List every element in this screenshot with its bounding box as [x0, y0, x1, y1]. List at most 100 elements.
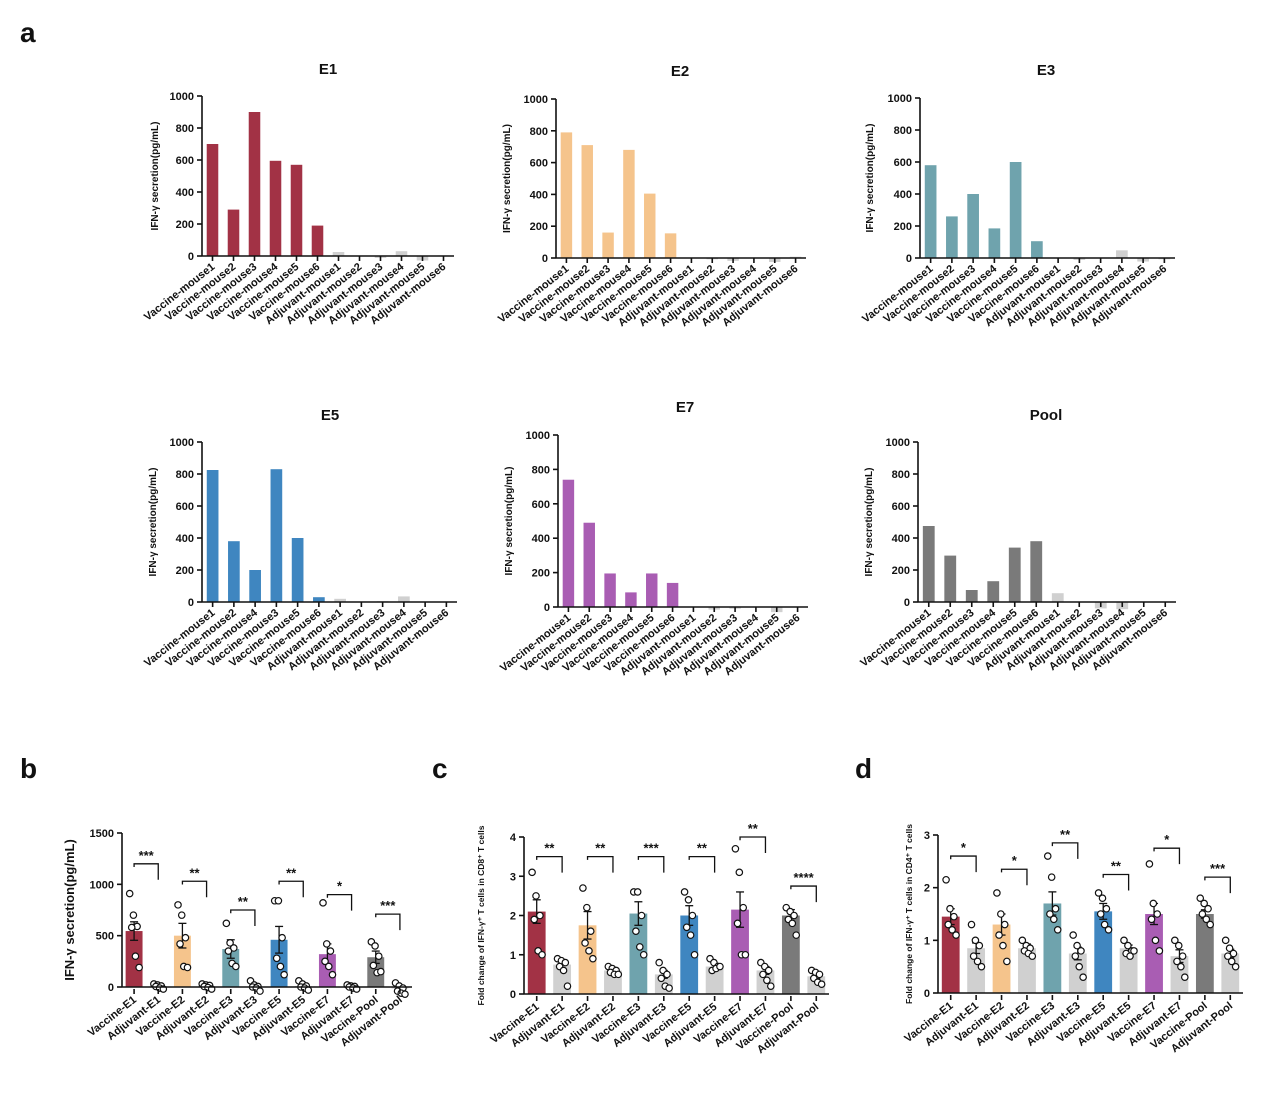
y-tick-label: 0	[188, 251, 194, 263]
bar	[1116, 250, 1128, 258]
y-tick-label: 600	[894, 157, 912, 169]
data-point	[682, 923, 691, 932]
bar	[398, 596, 410, 602]
y-tick-label: 800	[892, 469, 910, 481]
y-tick-label: 400	[530, 189, 548, 201]
bar	[1195, 914, 1214, 993]
data-point	[948, 925, 956, 934]
data-point	[1003, 957, 1011, 966]
data-point	[973, 957, 982, 966]
data-point	[739, 903, 748, 912]
data-point	[716, 962, 724, 971]
significance-bracket	[1000, 868, 1028, 886]
data-point	[817, 980, 826, 988]
bar	[988, 228, 1001, 258]
data-point	[583, 903, 591, 912]
y-tick-label: 4	[510, 832, 517, 844]
significance-label: **	[189, 865, 200, 880]
y-axis-label: Fold change of IFN-γ⁺ T cells in CD4⁺ T …	[904, 824, 914, 1004]
significance-bracket	[1153, 847, 1181, 865]
significance-bracket	[1204, 876, 1231, 894]
data-point	[1177, 962, 1185, 971]
y-tick-label: 400	[176, 533, 194, 545]
significance-bracket	[278, 880, 304, 898]
data-point	[977, 962, 986, 971]
data-point	[1120, 936, 1128, 945]
significance-bracket	[739, 836, 767, 853]
data-point	[589, 954, 597, 963]
bar	[291, 538, 304, 602]
significance-label: *	[1012, 853, 1018, 868]
data-point	[561, 958, 570, 967]
data-point	[1075, 962, 1084, 971]
y-tick-label: 800	[176, 123, 194, 135]
data-point	[276, 962, 285, 971]
data-point	[1151, 936, 1160, 945]
data-point	[174, 901, 182, 909]
significance-bracket	[950, 855, 977, 873]
significance-label: **	[238, 894, 249, 909]
bar	[334, 598, 346, 602]
data-point	[274, 896, 283, 905]
bar	[562, 479, 575, 607]
data-point	[942, 875, 950, 884]
chart-title: Pool	[1030, 407, 1063, 424]
data-point	[278, 933, 286, 942]
y-tick-label: 3	[924, 830, 930, 842]
chart-title: E1	[319, 61, 337, 78]
significance-bracket	[536, 855, 563, 873]
significance-bracket	[375, 913, 401, 931]
data-point	[536, 911, 544, 920]
significance-bracket	[1102, 873, 1130, 891]
data-point	[1221, 936, 1230, 945]
bar	[206, 470, 219, 602]
significance-bracket	[790, 885, 817, 903]
y-tick-label: 0	[542, 253, 548, 265]
bar	[227, 209, 240, 256]
significance-bracket	[230, 909, 256, 926]
data-point	[614, 970, 623, 979]
chart-pool: Pool IFN-γ secretion(pg/mL) 0 200 400 600 800 1…	[858, 407, 1176, 673]
data-point	[1149, 899, 1158, 908]
panel-label-c: c	[432, 753, 448, 784]
bar	[1051, 593, 1064, 602]
data-point	[1079, 973, 1087, 982]
data-point	[763, 976, 771, 985]
panel-label-a: a	[20, 17, 36, 48]
data-point	[280, 970, 288, 979]
significance-label: *	[961, 840, 967, 855]
bar	[206, 144, 219, 256]
data-point	[733, 919, 742, 928]
data-point	[1180, 973, 1189, 982]
y-tick-label: 600	[176, 501, 194, 513]
chart-title: E2	[671, 63, 689, 80]
y-axis-label: IFN-γ secretion(pg/mL)	[62, 839, 77, 981]
data-point	[1069, 931, 1077, 939]
data-point	[181, 933, 190, 942]
data-point	[1094, 889, 1103, 897]
significance-label: **	[697, 841, 708, 856]
bar	[1008, 547, 1021, 602]
significance-bracket	[326, 893, 353, 911]
data-point	[735, 868, 744, 877]
chart-title: E7	[676, 399, 694, 416]
data-point	[232, 962, 240, 971]
y-tick-label: 0	[544, 602, 550, 614]
y-tick-label: 200	[532, 568, 550, 580]
data-point	[532, 892, 540, 900]
bar	[1145, 914, 1163, 993]
significance-label: *	[1164, 832, 1170, 847]
bar	[583, 522, 595, 607]
y-tick-label: 2	[924, 883, 930, 895]
data-point	[1051, 904, 1060, 913]
data-point	[1043, 852, 1052, 860]
data-point	[127, 923, 136, 932]
significance-label: ****	[793, 870, 814, 885]
y-tick-label: 400	[532, 533, 550, 545]
data-point	[1053, 925, 1062, 934]
data-point	[177, 911, 186, 919]
data-point	[129, 911, 138, 919]
y-tick-label: 0	[510, 989, 516, 1001]
data-point	[530, 915, 539, 924]
